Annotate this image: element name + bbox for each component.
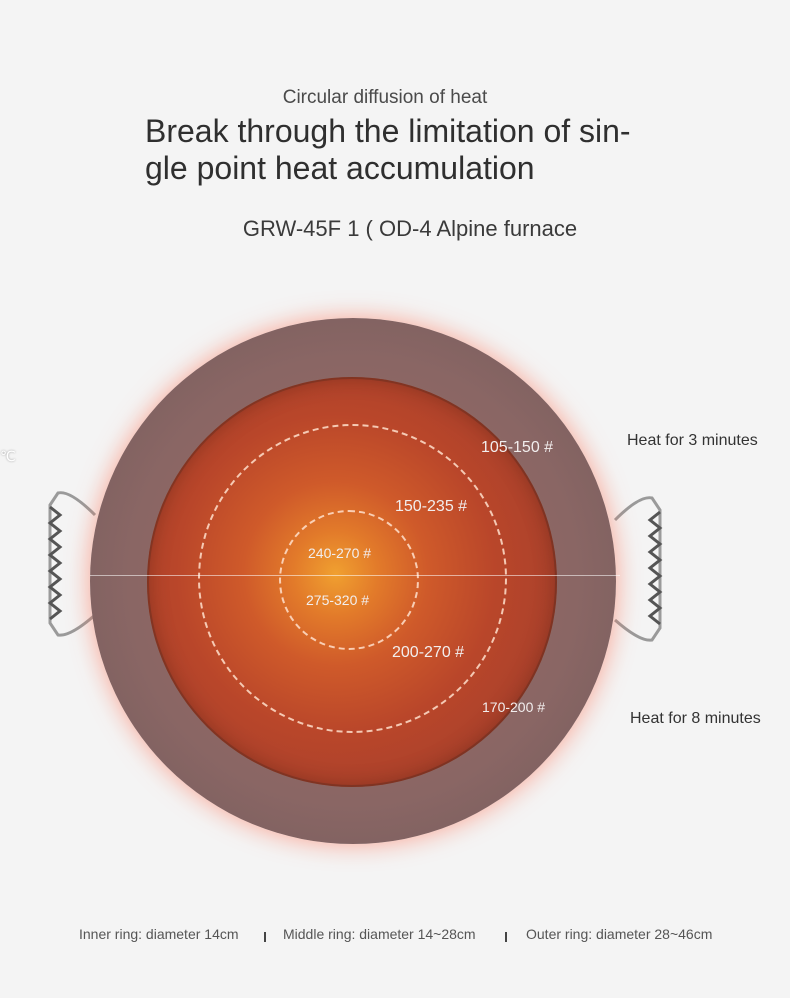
inner-ring-caption: Inner ring: diameter 14cm: [79, 926, 239, 942]
separator: [505, 932, 507, 942]
headline-line-1: Break through the limitation of sin-: [145, 113, 631, 149]
zone-label-150-235: 150-235 #: [395, 498, 468, 515]
left-edge-label: ℃: [0, 448, 16, 464]
middle-ring-caption: Middle ring: diameter 14~28cm: [283, 926, 476, 942]
heat-8-minutes-label: Heat for 8 minutes: [630, 710, 761, 727]
right-handle-icon: [613, 496, 663, 642]
heat-3-minutes-label: Heat for 3 minutes: [627, 432, 758, 449]
separator: [264, 932, 266, 942]
headline: Break through the limitation of sin- gle…: [145, 113, 665, 187]
zone-label-170-200: 170-200 #: [482, 699, 546, 715]
zone-label-275-320: 275-320 #: [306, 592, 370, 608]
outer-ring-dashed: [198, 424, 507, 733]
outer-ring-caption: Outer ring: diameter 28~46cm: [526, 926, 713, 942]
zone-label-240-270: 240-270 #: [308, 545, 372, 561]
left-handle-icon: [47, 491, 97, 637]
headline-line-2: gle point heat accumulation: [145, 150, 535, 186]
zone-label-200-270: 200-270 #: [392, 644, 465, 661]
inner-ring-dashed: [279, 510, 419, 650]
model-name: GRW-45F 1 ( OD-4 Alpine furnace: [242, 216, 578, 241]
divider-line: [90, 575, 620, 576]
zone-label-105-150: 105-150 #: [481, 439, 554, 456]
subtitle: Circular diffusion of heat: [282, 87, 488, 108]
